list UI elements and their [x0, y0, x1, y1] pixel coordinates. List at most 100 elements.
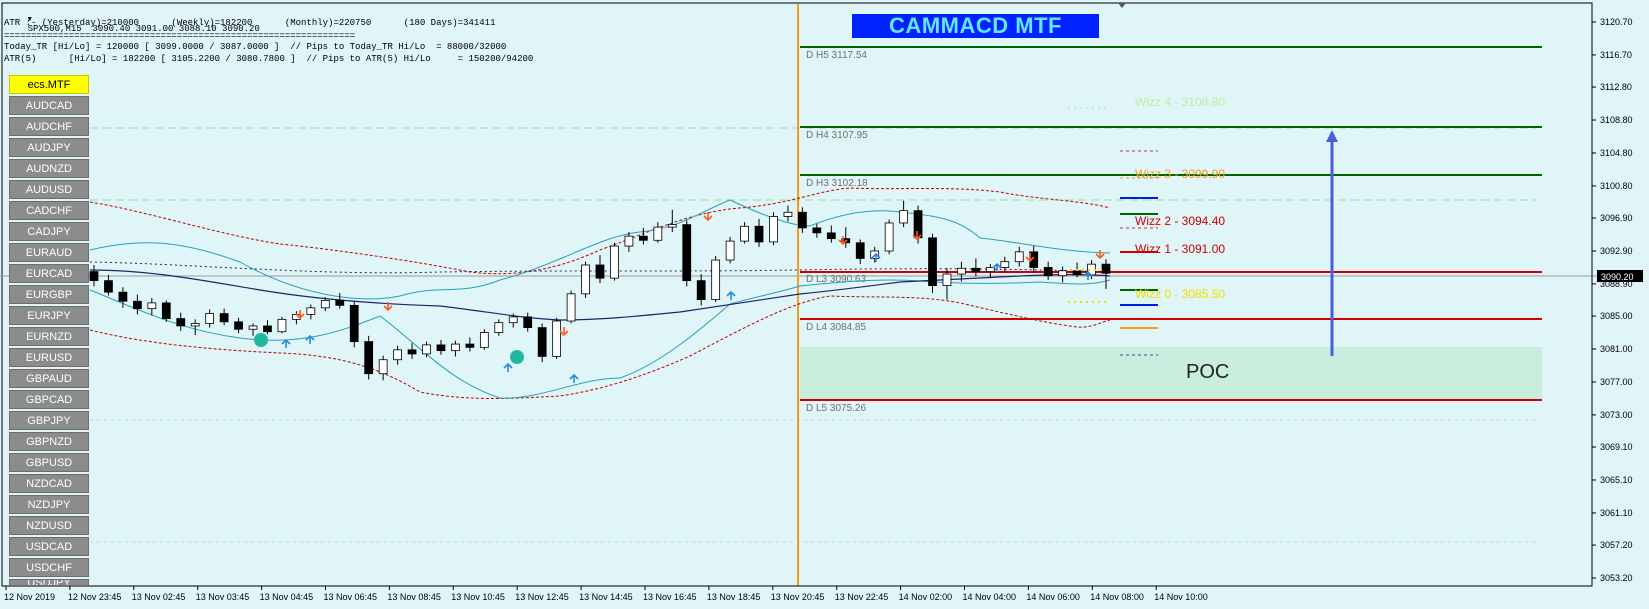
bull-candle [479, 332, 489, 348]
symbol-button[interactable]: EURNZD [9, 327, 89, 346]
sell-arrow-icon [703, 212, 713, 222]
bear-candle [1101, 263, 1111, 274]
symbol-button[interactable]: EURCAD [9, 264, 89, 283]
time-axis-label: 13 Nov 16:45 [643, 592, 697, 602]
time-axis-label: 13 Nov 02:45 [132, 592, 186, 602]
upper-channel-line [89, 187, 1111, 275]
symbol-button[interactable]: AUDNZD [9, 159, 89, 178]
price-axis-label: 3057.20 [1600, 540, 1633, 550]
bull-candle [451, 343, 460, 352]
symbol-button[interactable]: USDJPY [9, 579, 89, 586]
sell-arrow-icon [559, 327, 569, 337]
symbol-button[interactable]: CADCHF [9, 201, 89, 220]
bull-candle [277, 318, 287, 333]
bull-candle [769, 215, 778, 243]
bull-candle [667, 224, 677, 228]
bull-candle [624, 235, 634, 247]
symbol-button[interactable]: EURUSD [9, 348, 89, 367]
symbol-button[interactable]: AUDJPY [9, 138, 89, 157]
price-axis-label: 3069.10 [1600, 442, 1633, 452]
wizz2-label: Wizz 2 - 3094.40 [1135, 214, 1225, 228]
bear-candle [1072, 270, 1082, 276]
symbol-button[interactable]: AUDCHF [9, 117, 89, 136]
bear-candle [754, 225, 764, 243]
chart-shift-marker-icon[interactable] [1118, 3, 1126, 8]
price-axis-label: 3081.00 [1600, 344, 1633, 354]
price-axis-label: 3085.00 [1600, 311, 1633, 321]
bull-candle [581, 264, 590, 295]
cammacd-banner: CAMMACD MTF [852, 14, 1099, 38]
bollinger-upper [89, 199, 1111, 300]
bull-candle [552, 320, 562, 357]
symbol-button[interactable]: GBPNZD [9, 432, 89, 451]
buy-arrow-icon [1083, 270, 1093, 280]
price-axis-label: 3073.00 [1600, 410, 1633, 420]
time-axis-label: 13 Nov 03:45 [196, 592, 250, 602]
bear-candle [682, 224, 692, 282]
bull-candle [711, 259, 721, 300]
symbol-button[interactable]: GBPJPY [9, 411, 89, 430]
symbol-button[interactable]: CADJPY [9, 222, 89, 241]
current-price-badge-text: 3090.20 [1601, 272, 1634, 282]
symbol-button[interactable]: GBPUSD [9, 453, 89, 472]
symbol-info: ▼ SPX500,M15 3090.40 3091.00 3088.10 309… [6, 4, 260, 44]
bull-candle [320, 300, 330, 309]
bear-candle [855, 242, 865, 259]
symbol-button[interactable]: EURAUD [9, 243, 89, 262]
price-axis-label: 3104.80 [1600, 148, 1633, 158]
bear-candle [335, 300, 345, 306]
bull-candle [610, 245, 619, 279]
bear-candle [161, 302, 171, 319]
symbol-button[interactable]: GBPCAD [9, 390, 89, 409]
bull-candle [957, 267, 966, 275]
price-axis-label: 3120.70 [1600, 17, 1633, 27]
collapse-triangle-icon[interactable]: ▼ [27, 16, 32, 24]
time-axis-label: 13 Nov 12:45 [515, 592, 569, 602]
poc-zone [800, 347, 1542, 400]
time-axis-label: 13 Nov 22:45 [835, 592, 889, 602]
buy-arrow-icon [569, 373, 579, 383]
bull-candle [884, 222, 894, 252]
price-axis-label: 3096.90 [1600, 213, 1633, 223]
symbol-button[interactable]: USDCHF [9, 558, 89, 577]
symbol-list-header[interactable]: ecs.MTF [9, 75, 89, 94]
symbol-button[interactable]: NZDUSD [9, 516, 89, 535]
bear-candle [928, 237, 937, 286]
symbol-button[interactable]: AUDCAD [9, 96, 89, 115]
separator-line: ========================================… [4, 31, 356, 41]
bear-candle [436, 344, 446, 352]
bear-candle [971, 267, 981, 272]
sell-arrow-icon [912, 231, 922, 241]
time-axis-label: 14 Nov 02:00 [899, 592, 953, 602]
bull-candle [1000, 261, 1010, 268]
time-axis-label: 13 Nov 20:45 [771, 592, 825, 602]
price-axis-label: 3092.90 [1600, 246, 1633, 256]
symbol-button[interactable]: NZDJPY [9, 495, 89, 514]
bull-candle [985, 267, 995, 272]
l5-label: D L5 3075.26 [806, 403, 866, 414]
h4-label: D H4 3107.95 [806, 130, 868, 141]
atr-line: ATR :- (Yesterday)=210000 (Weekly)=18220… [4, 18, 496, 28]
bull-candle [248, 325, 258, 330]
l3-label: D L3 3090.63 [806, 274, 866, 285]
symbol-button[interactable]: EURJPY [9, 306, 89, 325]
symbol-button[interactable]: AUDUSD [9, 180, 89, 199]
symbol-button[interactable]: NZDCAD [9, 474, 89, 493]
buy-arrow-icon [726, 290, 736, 300]
time-axis-label: 12 Nov 2019 [4, 592, 55, 602]
bear-candle [234, 321, 243, 330]
bull-candle [422, 344, 431, 355]
candles-group [89, 200, 1111, 381]
symbol-button[interactable]: USDCAD [9, 537, 89, 556]
symbol-button[interactable]: EURGBP [9, 285, 89, 304]
symbol-button[interactable]: GBPAUD [9, 369, 89, 388]
projection-arrow-head [1326, 130, 1338, 142]
signal-arrows [254, 212, 1105, 383]
wizz3-label: Wizz 3 - 3099.90 [1135, 167, 1225, 181]
l4-label: D L4 3084.85 [806, 322, 866, 333]
poc-label: POC [1186, 361, 1229, 383]
price-axis-label: 3116.70 [1600, 50, 1632, 60]
